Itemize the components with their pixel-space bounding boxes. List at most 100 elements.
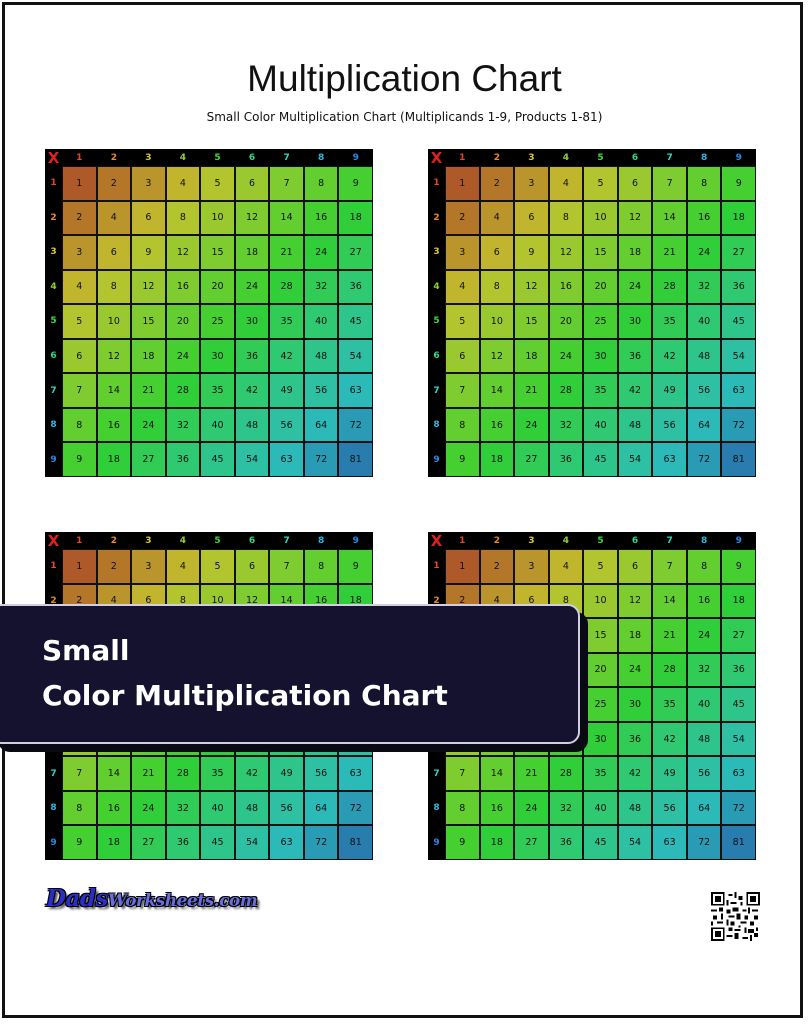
- product-cell: 35: [269, 304, 304, 339]
- product-cell: 5: [583, 166, 618, 201]
- product-cell: 36: [549, 442, 584, 477]
- product-cell: 42: [269, 339, 304, 374]
- product-cell: 18: [721, 201, 756, 236]
- product-cell: 6: [618, 166, 653, 201]
- product-cell: 20: [200, 270, 235, 305]
- product-cell: 72: [304, 825, 339, 860]
- product-cell: 15: [514, 304, 549, 339]
- product-cell: 16: [687, 201, 722, 236]
- product-cell: 64: [687, 408, 722, 443]
- product-cell: 35: [200, 373, 235, 408]
- product-cell: 35: [583, 373, 618, 408]
- product-cell: 9: [62, 825, 97, 860]
- product-cell: 4: [166, 549, 201, 584]
- product-cell: 32: [166, 791, 201, 826]
- product-cell: 14: [652, 584, 687, 619]
- product-cell: 32: [549, 408, 584, 443]
- product-cell: 48: [235, 791, 270, 826]
- product-cell: 35: [200, 756, 235, 791]
- product-cell: 8: [480, 270, 515, 305]
- product-cell: 18: [721, 584, 756, 619]
- product-cell: 6: [62, 339, 97, 374]
- product-cell: 9: [62, 442, 97, 477]
- product-cell: 30: [618, 304, 653, 339]
- product-cell: 5: [583, 549, 618, 584]
- product-cell: 16: [304, 201, 339, 236]
- logo-text-worksheets: Worksheets.com: [108, 891, 257, 911]
- page-title: Multiplication Chart: [0, 58, 809, 100]
- product-cell: 21: [652, 618, 687, 653]
- product-cell: 2: [62, 201, 97, 236]
- product-cell: 72: [338, 408, 373, 443]
- product-cell: 6: [131, 201, 166, 236]
- product-cell: 45: [200, 442, 235, 477]
- product-cell: 2: [445, 201, 480, 236]
- multiplication-chart-top-right: X123456789112345678922468101214161833691…: [428, 149, 756, 477]
- product-cell: 28: [269, 270, 304, 305]
- product-cell: 54: [338, 339, 373, 374]
- column-header: 1: [62, 532, 97, 549]
- product-cell: 56: [687, 373, 722, 408]
- product-cell: 25: [583, 687, 618, 722]
- product-cell: 64: [304, 408, 339, 443]
- row-header: 7: [45, 756, 62, 791]
- column-header: 4: [549, 532, 584, 549]
- product-cell: 18: [514, 339, 549, 374]
- product-cell: 42: [235, 756, 270, 791]
- product-cell: 14: [480, 373, 515, 408]
- row-header: 1: [428, 549, 445, 584]
- product-cell: 56: [687, 756, 722, 791]
- row-header: 2: [45, 201, 62, 236]
- product-cell: 12: [480, 339, 515, 374]
- product-cell: 18: [338, 201, 373, 236]
- column-header: 2: [97, 532, 132, 549]
- product-cell: 2: [97, 166, 132, 201]
- dadsworksheets-logo[interactable]: DadsWorksheets.com: [46, 885, 257, 912]
- product-cell: 56: [304, 756, 339, 791]
- column-header: 5: [200, 532, 235, 549]
- product-cell: 15: [200, 235, 235, 270]
- product-cell: 27: [131, 442, 166, 477]
- product-cell: 3: [514, 549, 549, 584]
- product-cell: 4: [62, 270, 97, 305]
- product-cell: 4: [480, 201, 515, 236]
- product-cell: 3: [514, 166, 549, 201]
- product-cell: 32: [687, 270, 722, 305]
- product-cell: 15: [131, 304, 166, 339]
- product-cell: 1: [445, 549, 480, 584]
- product-cell: 64: [687, 791, 722, 826]
- product-cell: 45: [583, 442, 618, 477]
- product-cell: 6: [235, 549, 270, 584]
- product-cell: 72: [304, 442, 339, 477]
- product-cell: 48: [304, 339, 339, 374]
- product-cell: 32: [549, 791, 584, 826]
- product-cell: 16: [166, 270, 201, 305]
- product-cell: 8: [445, 791, 480, 826]
- product-cell: 18: [97, 825, 132, 860]
- product-cell: 49: [269, 373, 304, 408]
- product-cell: 21: [652, 235, 687, 270]
- product-cell: 3: [445, 235, 480, 270]
- product-cell: 14: [97, 373, 132, 408]
- row-header: 8: [428, 791, 445, 826]
- product-cell: 72: [721, 791, 756, 826]
- product-cell: 18: [97, 442, 132, 477]
- product-cell: 16: [480, 791, 515, 826]
- product-cell: 24: [166, 339, 201, 374]
- row-header: 6: [428, 339, 445, 374]
- product-cell: 54: [721, 722, 756, 757]
- product-cell: 6: [514, 201, 549, 236]
- column-header: 8: [687, 532, 722, 549]
- product-cell: 20: [549, 304, 584, 339]
- product-cell: 63: [269, 825, 304, 860]
- product-cell: 12: [131, 270, 166, 305]
- product-cell: 7: [62, 373, 97, 408]
- product-cell: 63: [721, 373, 756, 408]
- product-cell: 54: [721, 339, 756, 374]
- product-cell: 40: [687, 304, 722, 339]
- product-cell: 5: [445, 304, 480, 339]
- product-cell: 40: [583, 791, 618, 826]
- column-header: 6: [618, 532, 653, 549]
- product-cell: 27: [338, 235, 373, 270]
- product-cell: 16: [97, 408, 132, 443]
